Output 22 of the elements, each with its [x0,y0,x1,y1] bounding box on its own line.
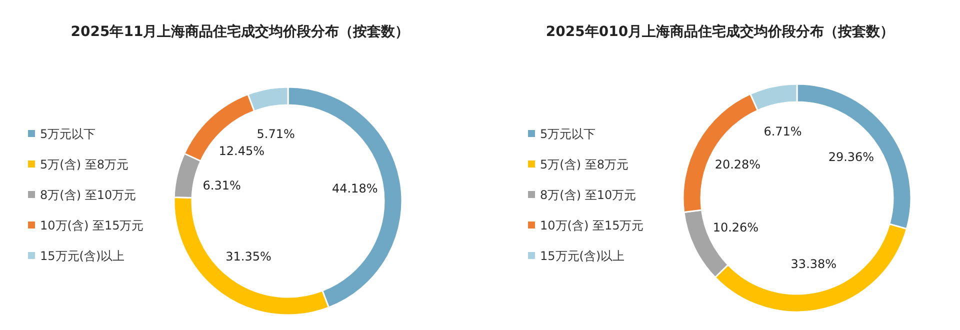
data-label: 31.35% [226,249,272,264]
legend-label: 8万(含) 至10万元 [540,188,636,202]
data-label: 6.31% [202,178,241,192]
legend-label: 10万(含) 至15万元 [40,218,144,232]
data-label: 20.28% [714,158,761,172]
chart-title: 2025年11月上海商品住宅成交均价段分布（按套数） [70,23,410,40]
legend-label: 5万元以下 [540,127,596,141]
data-label: 12.45% [218,144,265,158]
legend-label: 5万(含) 至8万元 [540,158,628,172]
legend-label: 15万元(含)以上 [40,249,125,263]
data-label: 44.18% [332,182,378,196]
legend-label: 10万(含) 至15万元 [540,218,644,232]
data-label: 33.38% [790,256,837,271]
legend-label: 5万元以下 [40,127,96,141]
data-label: 10.26% [712,220,759,234]
data-label: 5.71% [256,127,295,142]
legend-label: 5万(含) 至8万元 [40,158,128,172]
legend-label: 15万元(含)以上 [540,249,625,263]
data-label: 6.71% [764,124,802,139]
chart-title: 2025年010月上海商品住宅成交均价段分布（按套数） [546,23,894,40]
legend-label: 8万(含) 至10万元 [40,188,136,202]
data-label: 29.36% [828,150,874,164]
